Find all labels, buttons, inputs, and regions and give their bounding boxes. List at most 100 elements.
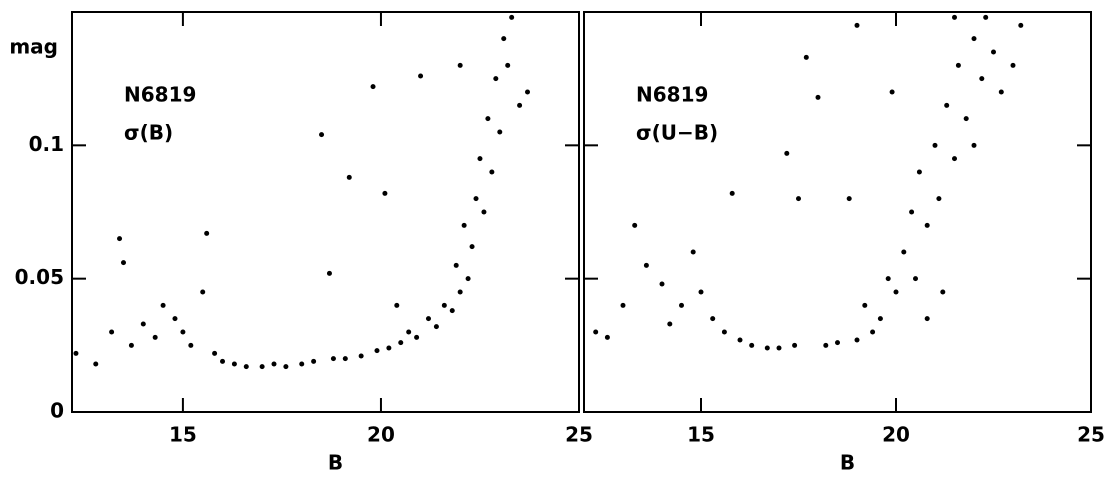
data-point — [457, 289, 463, 295]
data-point — [386, 345, 392, 351]
data-point — [477, 156, 483, 162]
data-point — [370, 84, 376, 90]
data-point — [243, 364, 249, 370]
data-point — [117, 236, 123, 242]
data-point — [667, 321, 673, 327]
data-point — [358, 353, 364, 359]
data-point — [854, 22, 860, 28]
data-point — [737, 337, 743, 343]
data-point — [909, 209, 915, 215]
plot-frame — [583, 11, 1092, 413]
data-point — [342, 356, 348, 362]
data-point — [109, 329, 115, 335]
data-point — [319, 132, 325, 138]
data-point — [979, 76, 985, 82]
data-point — [885, 276, 891, 282]
data-point — [784, 150, 790, 156]
data-point — [517, 102, 523, 108]
data-point — [916, 169, 922, 175]
data-point — [231, 361, 237, 367]
data-point — [846, 196, 852, 202]
data-point — [593, 329, 599, 335]
data-point — [525, 89, 531, 95]
data-point — [382, 190, 388, 196]
data-point — [299, 361, 305, 367]
data-point — [971, 36, 977, 42]
y-tick-label: 0 — [50, 399, 64, 423]
data-point — [1018, 22, 1024, 28]
data-point — [983, 14, 989, 20]
data-point — [940, 289, 946, 295]
data-point — [441, 302, 447, 308]
data-point — [406, 329, 412, 335]
data-point — [489, 169, 495, 175]
x-axis-label: B — [328, 451, 343, 475]
data-point — [823, 342, 829, 348]
data-point — [932, 142, 938, 148]
data-point — [330, 356, 336, 362]
data-point — [128, 342, 134, 348]
data-point — [679, 302, 684, 308]
data-point — [963, 116, 969, 122]
x-tick-label: 20 — [367, 423, 395, 447]
data-point — [469, 244, 475, 250]
data-point — [140, 321, 146, 327]
data-point — [924, 316, 930, 322]
annotation: N6819 — [636, 83, 708, 107]
data-point — [803, 54, 809, 60]
x-tick-label: 25 — [565, 423, 593, 447]
data-point — [952, 156, 957, 162]
data-point — [877, 316, 883, 322]
data-point — [449, 308, 455, 314]
data-point — [862, 302, 868, 308]
data-point — [889, 89, 895, 95]
data-point — [729, 190, 735, 196]
data-point — [604, 334, 610, 340]
data-point — [160, 302, 166, 308]
y-tick-label: 0.1 — [29, 132, 64, 156]
data-point — [509, 14, 515, 20]
data-point — [493, 76, 499, 82]
data-point — [1010, 62, 1016, 68]
data-point — [346, 174, 352, 180]
data-point — [481, 209, 487, 215]
data-point — [453, 262, 459, 268]
x-axis-label: B — [840, 451, 855, 475]
data-point — [501, 36, 507, 42]
data-point — [497, 129, 503, 135]
data-point — [901, 249, 907, 255]
data-point — [710, 316, 716, 322]
annotation: σ(B) — [124, 121, 173, 145]
data-point — [271, 361, 277, 367]
data-point — [620, 302, 626, 308]
data-point — [220, 358, 226, 364]
data-point — [398, 340, 404, 346]
data-point — [659, 281, 665, 287]
data-point — [991, 49, 996, 55]
data-point — [913, 276, 918, 282]
data-point — [764, 345, 770, 351]
data-point — [283, 364, 289, 370]
data-point — [473, 196, 479, 202]
data-point — [952, 14, 957, 20]
x-tick-label: 15 — [687, 423, 715, 447]
data-point — [425, 316, 431, 322]
data-point — [643, 262, 649, 268]
data-point — [120, 260, 126, 266]
data-point — [505, 62, 511, 68]
y-tick-label: 0.05 — [15, 265, 64, 289]
data-point — [204, 230, 210, 236]
data-point — [212, 350, 218, 356]
x-tick-label: 25 — [1077, 423, 1105, 447]
data-point — [414, 334, 420, 340]
data-point — [418, 73, 424, 79]
data-point — [152, 334, 158, 340]
data-point — [465, 276, 471, 282]
data-point — [433, 324, 439, 330]
data-point — [971, 142, 977, 148]
y-axis-label: mag — [9, 35, 58, 59]
data-point — [690, 249, 696, 255]
data-point — [998, 89, 1004, 95]
data-point — [924, 222, 930, 228]
